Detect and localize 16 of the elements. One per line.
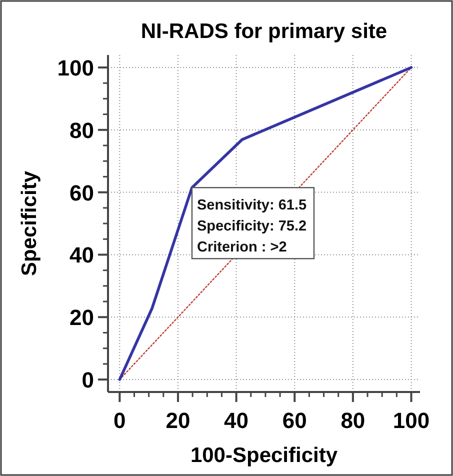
x-tick-label: 80: [340, 408, 366, 433]
x-tick-label: 100: [392, 408, 430, 433]
x-tick-label: 20: [166, 408, 190, 433]
x-tick-label: 40: [224, 408, 249, 433]
y-axis-title: Specificity: [18, 170, 41, 276]
x-tick-label: 0: [114, 408, 126, 433]
x-axis-title: 100-Specificity: [190, 444, 338, 467]
y-tick-label: 40: [70, 242, 94, 268]
y-tick-label: 0: [82, 368, 94, 393]
y-tick-label: 80: [70, 118, 94, 143]
y-tick-label: 60: [70, 180, 94, 206]
y-tick-label: 20: [70, 305, 94, 330]
x-tick-label: 60: [282, 408, 307, 433]
chart-title: NI-RADS for primary site: [140, 20, 388, 43]
annotation: Sensitivity: 61.5 Specificity: 75.2 Criterion : >2: [196, 198, 307, 256]
y-tick-label: 100: [57, 55, 94, 80]
